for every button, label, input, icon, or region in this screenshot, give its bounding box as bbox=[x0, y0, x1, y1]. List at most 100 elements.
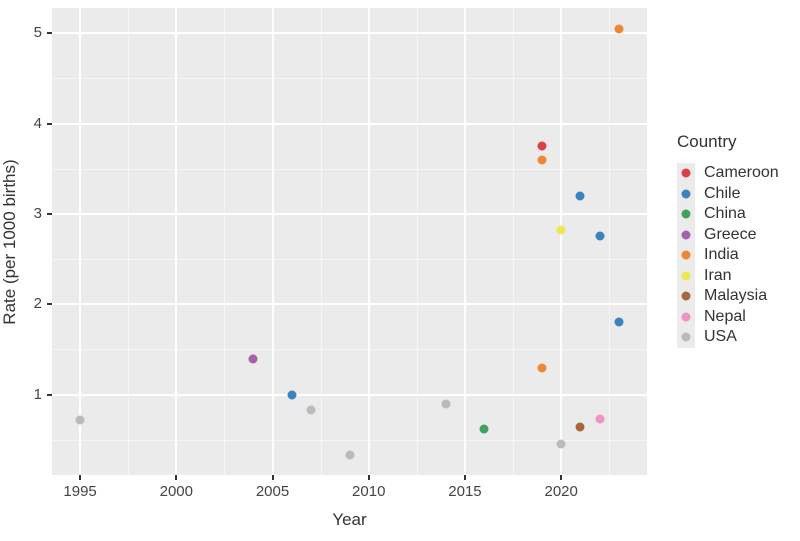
minor-gridline-x bbox=[609, 8, 611, 475]
major-gridline-x bbox=[560, 8, 563, 475]
legend: Country Cameroon Chile China Greece India Ira… bbox=[677, 132, 779, 348]
x-tick-mark bbox=[79, 475, 82, 480]
legend-key bbox=[677, 163, 695, 184]
data-point-nepal bbox=[595, 414, 605, 424]
legend-label: Cameroon bbox=[704, 164, 779, 182]
y-tick-label: 2 bbox=[33, 295, 42, 313]
x-tick-label: 2015 bbox=[448, 483, 482, 500]
minor-gridline-y bbox=[52, 168, 647, 170]
legend-label: China bbox=[704, 205, 746, 223]
major-gridline-y bbox=[52, 212, 647, 215]
legend-item-india: India bbox=[677, 245, 779, 266]
major-gridline-x bbox=[175, 8, 178, 475]
legend-item-greece: Greece bbox=[677, 224, 779, 245]
legend-label: Malaysia bbox=[704, 287, 768, 305]
legend-swatch-china-icon bbox=[681, 209, 691, 219]
legend-key bbox=[677, 265, 695, 286]
x-tick-mark bbox=[560, 475, 563, 480]
legend-swatch-usa-icon bbox=[681, 332, 691, 342]
minor-gridline-y bbox=[52, 259, 647, 261]
x-tick-label: 2010 bbox=[352, 483, 386, 500]
data-point-iran bbox=[556, 225, 566, 235]
legend-key bbox=[677, 306, 695, 327]
y-tick-label: 4 bbox=[33, 114, 42, 132]
y-tick-mark bbox=[47, 303, 52, 306]
minor-gridline-y bbox=[52, 349, 647, 351]
legend-key bbox=[677, 224, 695, 245]
x-tick-label: 2020 bbox=[544, 483, 578, 500]
legend-item-cameroon: Cameroon bbox=[677, 163, 779, 184]
y-tick-mark bbox=[47, 393, 52, 396]
major-gridline-x bbox=[271, 8, 274, 475]
data-point-chile bbox=[595, 231, 605, 241]
major-gridline-x bbox=[463, 8, 466, 475]
minor-gridline-x bbox=[128, 8, 130, 475]
minor-gridline-x bbox=[416, 8, 418, 475]
plot-panel bbox=[52, 8, 647, 475]
data-point-usa bbox=[556, 439, 566, 449]
major-gridline-y bbox=[52, 32, 647, 35]
data-point-usa bbox=[75, 415, 85, 425]
data-point-india bbox=[537, 363, 547, 372]
legend-swatch-greece-icon bbox=[681, 230, 691, 240]
y-tick-mark bbox=[47, 212, 52, 215]
legend-swatch-malaysia-icon bbox=[681, 291, 691, 301]
x-tick-mark bbox=[367, 475, 370, 480]
major-gridline-x bbox=[367, 8, 370, 475]
data-point-chile bbox=[614, 317, 624, 327]
data-point-chile bbox=[575, 191, 585, 201]
legend-item-malaysia: Malaysia bbox=[677, 286, 779, 307]
legend-item-china: China bbox=[677, 204, 779, 225]
data-point-india bbox=[614, 24, 624, 34]
legend-item-chile: Chile bbox=[677, 183, 779, 204]
x-axis-title: Year bbox=[332, 510, 367, 529]
legend-swatch-nepal-icon bbox=[681, 312, 691, 322]
legend-swatch-iran-icon bbox=[681, 271, 691, 281]
minor-gridline-x bbox=[513, 8, 515, 475]
legend-key bbox=[677, 286, 695, 307]
x-tick-label: 2005 bbox=[255, 483, 290, 500]
data-point-usa bbox=[345, 450, 354, 460]
data-point-cameroon bbox=[537, 141, 547, 151]
data-point-malaysia bbox=[575, 422, 585, 432]
y-tick-mark bbox=[47, 122, 52, 125]
legend-swatch-cameroon-icon bbox=[681, 168, 691, 178]
major-gridline-y bbox=[52, 122, 647, 125]
legend-label: Greece bbox=[704, 225, 757, 243]
x-tick-mark bbox=[175, 475, 178, 480]
x-tick-label: 2000 bbox=[159, 483, 193, 500]
legend-key bbox=[677, 204, 695, 225]
x-tick-mark bbox=[271, 475, 274, 480]
data-point-chile bbox=[287, 390, 297, 400]
major-gridline-y bbox=[52, 393, 647, 396]
data-point-china bbox=[479, 424, 489, 434]
legend-label: Chile bbox=[704, 184, 741, 202]
legend-title: Country bbox=[677, 132, 737, 151]
minor-gridline-y bbox=[52, 439, 647, 441]
y-tick-label: 1 bbox=[33, 385, 42, 403]
minor-gridline-x bbox=[224, 8, 226, 475]
y-tick-label: 3 bbox=[33, 204, 42, 222]
legend-item-usa: USA bbox=[677, 327, 779, 348]
y-tick-label: 5 bbox=[33, 24, 42, 42]
major-gridline-x bbox=[79, 8, 82, 475]
legend-label: USA bbox=[704, 328, 737, 346]
data-point-usa bbox=[441, 399, 451, 409]
major-gridline-y bbox=[52, 303, 647, 306]
minor-gridline-y bbox=[52, 78, 647, 80]
legend-key bbox=[677, 245, 695, 266]
data-point-greece bbox=[248, 354, 258, 364]
data-point-usa bbox=[306, 405, 316, 415]
legend-label: India bbox=[704, 246, 739, 264]
legend-item-nepal: Nepal bbox=[677, 306, 779, 327]
data-point-india bbox=[537, 155, 547, 165]
legend-swatch-india-icon bbox=[681, 250, 691, 260]
legend-swatch-chile-icon bbox=[681, 189, 691, 199]
legend-label: Iran bbox=[704, 266, 732, 284]
legend-label: Nepal bbox=[704, 307, 746, 325]
y-tick-mark bbox=[47, 32, 52, 35]
minor-gridline-x bbox=[320, 8, 322, 475]
legend-item-iran: Iran bbox=[677, 265, 779, 286]
legend-key bbox=[677, 183, 695, 204]
